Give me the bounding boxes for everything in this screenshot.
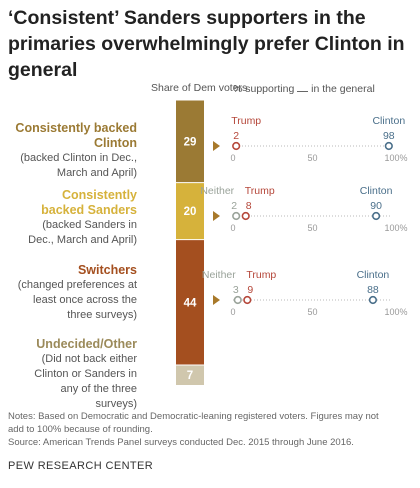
bar-segment [176, 100, 204, 183]
group-name: Undecided/Other [36, 337, 137, 351]
clinton-series-label: Clinton [357, 269, 390, 281]
neither-dot [232, 211, 241, 221]
group-name: Switchers [77, 263, 137, 277]
tick-label: 100% [384, 223, 407, 233]
brand-logo: PEW RESEARCH CENTER [8, 460, 154, 472]
bar-value-label: 7 [187, 370, 193, 382]
trump-value-label: 8 [246, 200, 252, 212]
trump-dot [241, 211, 250, 221]
chart-title: ‘Consistent’ Sanders supporters in the p… [8, 7, 405, 81]
tick-label: 50 [307, 223, 317, 233]
tick-label: 0 [230, 223, 235, 233]
group-label-clinton: Consistently backed Clinton (backed Clin… [7, 121, 137, 181]
neither-dot [233, 295, 242, 305]
tick-label: 50 [307, 307, 317, 317]
share-header: Share of Dem voters [151, 82, 248, 94]
trump-value-label: 9 [247, 284, 253, 296]
trump-dot [232, 141, 241, 151]
bar-segment [176, 239, 204, 366]
clinton-value-label: 98 [383, 130, 395, 142]
notes: Notes: Based on Democratic and Democrati… [8, 410, 412, 449]
clinton-dot [372, 211, 381, 221]
neither-value-label: 2 [231, 200, 237, 212]
trump-dot [243, 295, 252, 305]
clinton-value-label: 90 [370, 200, 382, 212]
clinton-dot [384, 141, 393, 151]
group-name: Consistently backed Sanders [41, 188, 137, 217]
bar-value-label: 20 [184, 206, 197, 218]
trump-value-label: 2 [233, 130, 239, 142]
neither-series-label: Neither [202, 269, 236, 281]
neither-series-label: Neither [200, 185, 234, 197]
tick-label: 100% [384, 307, 407, 317]
notes-line-2: add to 100% because of rounding. [8, 424, 153, 435]
clinton-series-label: Clinton [360, 185, 393, 197]
group-label-undecided: Undecided/Other (Did not back either Cli… [17, 337, 137, 412]
group-label-sanders: Consistently backed Sanders (backed Sand… [17, 188, 137, 248]
group-name: Consistently backed Clinton [15, 121, 137, 150]
pointer-arrow [213, 295, 220, 305]
clinton-value-label: 88 [367, 284, 379, 296]
bar-value-label: 44 [184, 297, 197, 309]
group-desc: (backed Sanders in Dec., March and April… [28, 219, 137, 246]
clinton-dot [368, 295, 378, 305]
bar-segment [176, 182, 204, 240]
neither-value-label: 3 [233, 284, 239, 296]
group-label-switchers: Switchers (changed preferences at least … [17, 263, 137, 323]
bar-segment [176, 365, 204, 385]
source-line: Source: American Trends Panel surveys co… [8, 437, 354, 448]
general-header: % supporting in the general [233, 82, 375, 95]
pointer-arrow [213, 141, 220, 151]
clinton-series-label: Clinton [372, 115, 405, 127]
trump-series-label: Trump [245, 185, 275, 197]
group-desc: (Did not back either Clinton or Sanders … [34, 353, 137, 410]
general-header-suffix: in the general [311, 83, 375, 95]
group-desc: (changed preferences at least once acros… [17, 279, 137, 321]
tick-label: 50 [307, 153, 317, 163]
blank-underline [297, 82, 309, 92]
trump-series-label: Trump [246, 269, 276, 281]
general-header-prefix: % supporting [233, 83, 295, 95]
pointer-arrow [213, 211, 220, 221]
trump-series-label: Trump [231, 115, 261, 127]
tick-label: 100% [384, 153, 407, 163]
group-desc: (backed Clinton in Dec., March and April… [20, 152, 137, 179]
tick-label: 0 [230, 153, 235, 163]
tick-label: 0 [230, 307, 235, 317]
bar-value-label: 29 [184, 136, 197, 148]
notes-line-1: Notes: Based on Democratic and Democrati… [8, 411, 379, 422]
